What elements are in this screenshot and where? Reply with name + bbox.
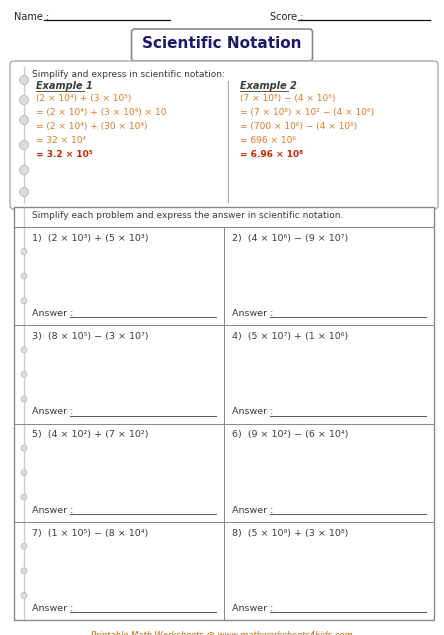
Circle shape bbox=[21, 298, 27, 304]
Circle shape bbox=[20, 187, 28, 196]
Text: 6)  (9 × 10²) − (6 × 10⁴): 6) (9 × 10²) − (6 × 10⁴) bbox=[232, 431, 349, 439]
Circle shape bbox=[21, 445, 27, 451]
Text: Simplify and express in scientific notation:: Simplify and express in scientific notat… bbox=[32, 70, 225, 79]
Bar bbox=[14, 207, 434, 620]
Circle shape bbox=[21, 347, 27, 353]
Text: Answer :: Answer : bbox=[232, 505, 274, 515]
Text: 5)  (4 × 10²) + (7 × 10²): 5) (4 × 10²) + (7 × 10²) bbox=[32, 431, 148, 439]
Circle shape bbox=[21, 592, 27, 598]
Text: Scientific Notation: Scientific Notation bbox=[142, 36, 302, 51]
Text: Answer :: Answer : bbox=[232, 604, 274, 613]
Text: = (2 × 10⁴) + (30 × 10⁴): = (2 × 10⁴) + (30 × 10⁴) bbox=[36, 122, 147, 131]
Text: Simplify each problem and express the answer in scientific notation.: Simplify each problem and express the an… bbox=[32, 211, 343, 220]
Text: = 3.2 × 10⁵: = 3.2 × 10⁵ bbox=[36, 150, 93, 159]
Text: 2)  (4 × 10⁶) − (9 × 10⁷): 2) (4 × 10⁶) − (9 × 10⁷) bbox=[232, 234, 348, 243]
Text: Answer :: Answer : bbox=[232, 408, 274, 417]
Text: = 6.96 × 10⁸: = 6.96 × 10⁸ bbox=[240, 150, 303, 159]
Circle shape bbox=[20, 95, 28, 105]
Text: = (7 × 10⁸) × 10² − (4 × 10⁶): = (7 × 10⁸) × 10² − (4 × 10⁶) bbox=[240, 108, 374, 117]
FancyBboxPatch shape bbox=[10, 61, 438, 209]
Circle shape bbox=[21, 568, 27, 574]
Text: Answer :: Answer : bbox=[32, 408, 73, 417]
Text: Name :: Name : bbox=[14, 12, 49, 22]
Text: Answer :: Answer : bbox=[232, 309, 274, 318]
Text: Answer :: Answer : bbox=[32, 604, 73, 613]
Circle shape bbox=[20, 166, 28, 175]
Text: Answer :: Answer : bbox=[32, 309, 73, 318]
Circle shape bbox=[20, 140, 28, 149]
Circle shape bbox=[20, 116, 28, 124]
Text: Score :: Score : bbox=[270, 12, 304, 22]
Text: 8)  (5 × 10⁹) + (3 × 10⁸): 8) (5 × 10⁹) + (3 × 10⁸) bbox=[232, 529, 349, 538]
Circle shape bbox=[20, 76, 28, 84]
Circle shape bbox=[21, 371, 27, 377]
Text: = (2 × 10⁴) + (3 × 10⁴) × 10: = (2 × 10⁴) + (3 × 10⁴) × 10 bbox=[36, 108, 166, 117]
Text: 7)  (1 × 10⁵) − (8 × 10⁴): 7) (1 × 10⁵) − (8 × 10⁴) bbox=[32, 529, 148, 538]
Text: (7 × 10⁸) − (4 × 10⁶): (7 × 10⁸) − (4 × 10⁶) bbox=[240, 94, 335, 103]
Circle shape bbox=[21, 396, 27, 402]
Text: Printable Math Worksheets @ www.mathworksheets4kids.com: Printable Math Worksheets @ www.mathwork… bbox=[91, 630, 353, 635]
Text: = 32 × 10⁴: = 32 × 10⁴ bbox=[36, 136, 86, 145]
Text: 1)  (2 × 10³) + (5 × 10³): 1) (2 × 10³) + (5 × 10³) bbox=[32, 234, 148, 243]
Text: = 696 × 10⁶: = 696 × 10⁶ bbox=[240, 136, 296, 145]
Text: 3)  (8 × 10⁵) − (3 × 10⁷): 3) (8 × 10⁵) − (3 × 10⁷) bbox=[32, 332, 148, 341]
Text: 4)  (5 × 10⁷) + (1 × 10⁶): 4) (5 × 10⁷) + (1 × 10⁶) bbox=[232, 332, 348, 341]
Text: Example 2: Example 2 bbox=[240, 81, 297, 91]
Circle shape bbox=[21, 544, 27, 549]
Circle shape bbox=[21, 248, 27, 255]
FancyBboxPatch shape bbox=[131, 29, 313, 61]
Circle shape bbox=[21, 494, 27, 500]
Text: (2 × 10⁴) + (3 × 10⁵): (2 × 10⁴) + (3 × 10⁵) bbox=[36, 94, 131, 103]
Circle shape bbox=[21, 470, 27, 476]
Text: Answer :: Answer : bbox=[32, 505, 73, 515]
Circle shape bbox=[21, 273, 27, 279]
Text: Example 1: Example 1 bbox=[36, 81, 93, 91]
Text: = (700 × 10⁶) − (4 × 10⁶): = (700 × 10⁶) − (4 × 10⁶) bbox=[240, 122, 357, 131]
